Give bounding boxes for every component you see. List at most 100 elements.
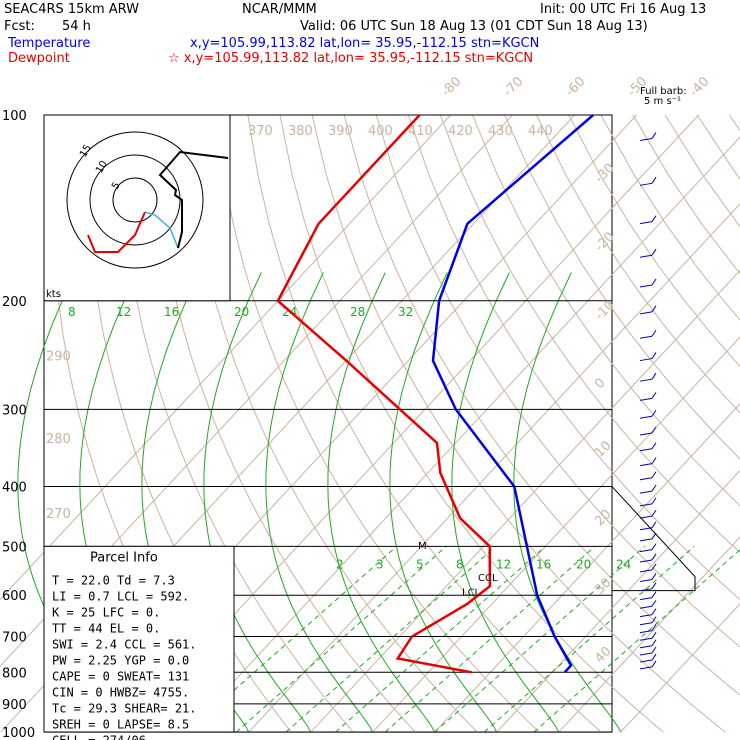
dry-adiabat-line: [343, 114, 740, 696]
isotherm-tick-label: 20: [592, 507, 614, 529]
wind-barb-flag: [651, 532, 657, 540]
theta-tick-label: 440: [528, 124, 553, 139]
isotherm-line: [248, 203, 740, 733]
dry-adiabat-line: [407, 114, 740, 601]
isotherm-line: [0, 114, 451, 601]
wind-barb-flag: [651, 426, 657, 434]
dewpoint-profile-line: [276, 114, 492, 674]
dry-adiabat-line: [664, 114, 740, 228]
wind-barb: [639, 521, 657, 531]
wind-barb-staff: [639, 311, 653, 315]
wind-barb: [639, 392, 657, 401]
isotherm-tick-label: -30: [592, 161, 618, 187]
wind-barb-flag: [651, 582, 657, 589]
wind-barb: [639, 426, 657, 436]
dry-adiabat-line: [440, 114, 740, 554]
wind-barb-flag: [651, 639, 657, 647]
dry-adiabat-line: [119, 114, 354, 733]
isotherm-line: [0, 114, 513, 667]
wind-barb-flag: [651, 132, 657, 139]
wind-barb-flag: [651, 509, 657, 517]
wind-barb-flag: [651, 616, 657, 624]
wind-barb-flag: [651, 646, 657, 654]
moist-adiabat-line: [327, 272, 436, 733]
pressure-tick-label: 400: [2, 481, 27, 496]
wind-barb: [639, 177, 657, 186]
wind-barb: [639, 624, 657, 634]
wind-barb-staff: [639, 652, 653, 656]
isotherm-tick-label: 40: [592, 644, 614, 666]
isotherm-tick-label: -20: [592, 229, 618, 255]
wind-barb-flag: [651, 608, 657, 615]
wind-barb: [639, 653, 657, 663]
dry-adiabat-line: [279, 114, 664, 733]
hodograph-ring: [89, 154, 181, 246]
mixing-ratio-top-label: 20: [234, 305, 249, 319]
pressure-tick-label: 800: [2, 666, 27, 681]
temperature-profile-line: [431, 114, 595, 674]
isotherm-line: [310, 269, 740, 733]
wind-barb-flag: [651, 563, 657, 571]
parcel-info-row: Tc = 29.3 SHEAR= 21.: [52, 701, 197, 715]
wind-barb-flag: [651, 409, 657, 417]
wind-barb-staff: [639, 630, 653, 634]
parcel-info-row: T = 22.0 Td = 7.3: [52, 573, 175, 587]
wind-barb-staff: [639, 254, 653, 258]
pressure-tick-label: 600: [2, 589, 27, 604]
theta-tick-label: 420: [448, 124, 473, 139]
wind-barb: [639, 632, 657, 641]
isotherm-tick-label: -10: [592, 298, 618, 324]
hodograph-low-trace: [87, 211, 146, 253]
wind-barb: [639, 352, 657, 362]
theta-tick-label: 410: [408, 124, 433, 139]
isotherm-tick-label: -70: [501, 74, 527, 100]
wind-barb-staff: [639, 182, 653, 186]
wind-barb: [639, 660, 657, 670]
mixing-ratio-mid-label: 8: [456, 557, 464, 571]
dry-adiabat-line: [696, 114, 740, 180]
theta-tick-label: 380: [288, 124, 313, 139]
temperature-station-info: x,y=105.99,113.82 lat,lon= 35.95,-112.15…: [190, 36, 539, 51]
wind-barb-staff: [639, 448, 653, 452]
isotherm-line: [620, 603, 740, 733]
parcel-info-row: CIN = 0 HWBZ= 4755.: [52, 685, 189, 699]
wind-barb-staff: [639, 588, 653, 592]
wind-barb: [639, 372, 657, 382]
isotherm-line: [434, 403, 740, 733]
fcst-value: 54 h: [62, 19, 91, 34]
hodograph-frame: [43, 114, 231, 302]
parcel-info-row: LI = 0.7 LCL = 592.: [52, 589, 189, 603]
isotherm-line: [372, 336, 740, 733]
mixing-ratio-mid-label: 12: [496, 557, 511, 571]
wind-barb: [639, 215, 657, 225]
wind-barb-staff: [639, 503, 653, 507]
hodograph-mid-trace: [144, 211, 179, 249]
parcel-info-row: SWI = 2.4 CCL = 561.: [52, 637, 197, 651]
moist-adiabat-line: [389, 272, 498, 733]
wind-barb-staff: [639, 659, 653, 663]
mixing-ratio-mid-label: 24: [616, 557, 631, 571]
dry-adiabat-line: [472, 114, 740, 507]
wind-barb-staff: [639, 614, 653, 618]
theta-tick-label: 390: [328, 124, 353, 139]
wind-barb-flag: [651, 553, 657, 561]
wind-barb-flag: [651, 352, 657, 359]
wind-barb-flag: [651, 215, 657, 222]
wind-barb-staff: [639, 477, 653, 481]
mixing-ratio-top-label: 28: [350, 305, 365, 319]
wind-barb: [639, 442, 657, 452]
mixing-ratio-top-label: 32: [398, 305, 413, 319]
wind-barb-flag: [651, 177, 657, 184]
dry-adiabat-line: [311, 114, 726, 733]
wind-barb-staff: [639, 415, 653, 419]
wind-barb-flag: [651, 392, 657, 399]
pressure-tick-label: 300: [2, 403, 27, 418]
wind-barb: [639, 471, 657, 481]
parcel-info-title: Parcel Info: [90, 550, 158, 565]
wind-barb-flag: [651, 457, 657, 464]
wind-barb-staff: [639, 549, 653, 553]
wind-barb-flag: [651, 591, 657, 598]
wind-barb-staff: [639, 358, 653, 362]
